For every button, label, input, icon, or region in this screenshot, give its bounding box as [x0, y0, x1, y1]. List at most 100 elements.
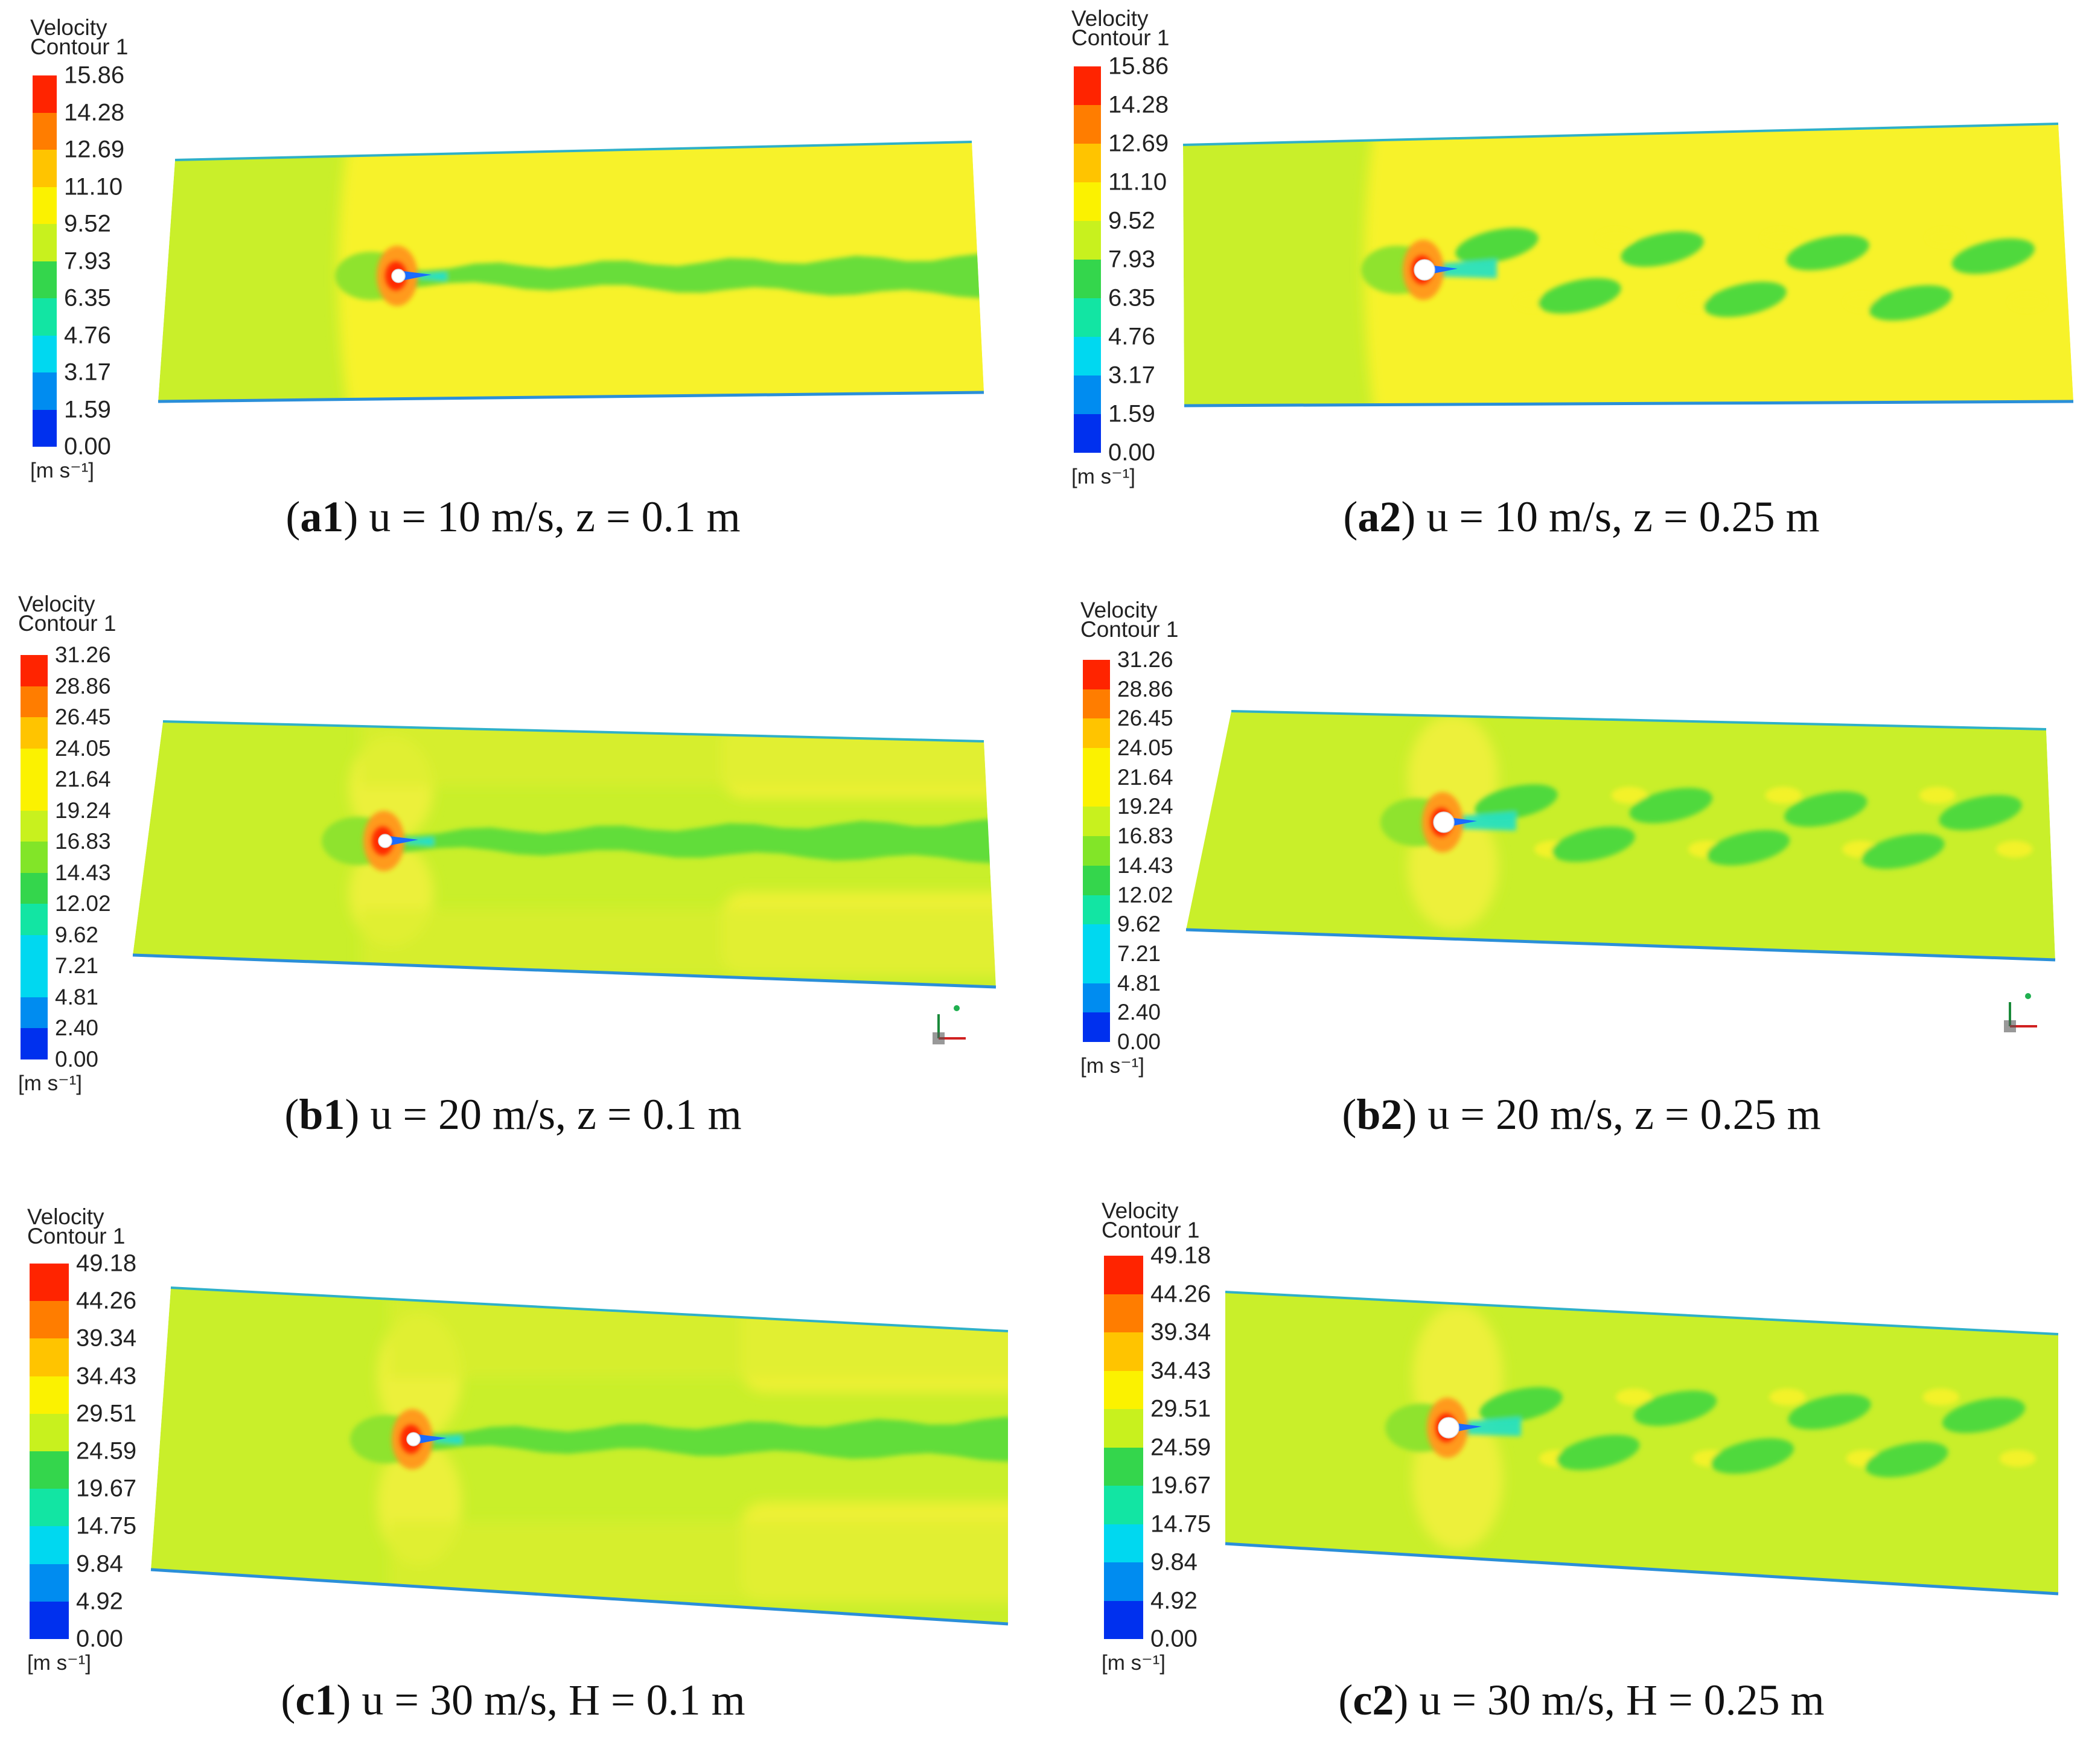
legend-band	[33, 372, 57, 410]
caption-label: b1	[299, 1090, 345, 1139]
legend-band	[30, 1564, 69, 1602]
caption-paren-close: )	[1402, 1090, 1428, 1139]
legend-tick-label: 9.52	[1108, 207, 1155, 234]
legend-title-line1: Velocity	[27, 1204, 104, 1229]
legend-color-bar	[1104, 1256, 1143, 1639]
legend-band	[1083, 807, 1110, 837]
caption-paren-open: (	[281, 1676, 296, 1724]
legend-title-line1: Velocity	[30, 15, 107, 40]
legend-color-bar	[33, 75, 57, 447]
legend-tick-label: 14.43	[1117, 852, 1173, 878]
legend-band	[1083, 895, 1110, 925]
legend-band	[21, 935, 48, 967]
legend-band	[30, 1413, 69, 1452]
cylinder-a2	[1414, 259, 1435, 281]
legend-tick-label: 14.28	[1108, 91, 1169, 118]
legend-tick-label: 49.18	[76, 1250, 137, 1277]
legend-title-line2: Contour 1	[27, 1224, 126, 1248]
legend-tick-label: 3.17	[1108, 362, 1155, 389]
cylinder-c2	[1438, 1417, 1459, 1439]
legend-tick-label: 21.64	[55, 767, 111, 792]
legend-band	[33, 261, 57, 298]
legend-band	[30, 1489, 69, 1527]
legend-band	[21, 655, 48, 686]
legend-unit: [m s⁻¹]	[30, 459, 94, 482]
legend-tick-label: 44.26	[1150, 1280, 1211, 1307]
legend-title-line2: Contour 1	[30, 34, 129, 59]
legend-band	[1083, 660, 1110, 689]
legend-tick-label: 9.62	[1117, 912, 1161, 937]
legend-band	[1083, 924, 1110, 954]
caption-paren-open: (	[1338, 1676, 1353, 1724]
legend-tick-label: 4.92	[76, 1588, 123, 1615]
legend-tick-label: 7.93	[64, 248, 111, 274]
legend-tick-label: 49.18	[1150, 1242, 1211, 1269]
legend-band	[30, 1451, 69, 1489]
legend-band	[33, 112, 57, 150]
legend-band	[21, 1028, 48, 1059]
caption-b2: (b2) u = 20 m/s, z = 0.25 m	[1342, 1090, 1820, 1140]
legend-tick-label: 16.83	[55, 829, 111, 854]
legend-band	[1104, 1370, 1143, 1409]
caption-text: u = 30 m/s, H = 0.25 m	[1419, 1676, 1825, 1724]
legend-band	[1104, 1486, 1143, 1524]
caption-paren-close: )	[336, 1676, 362, 1724]
legend-band	[1074, 337, 1101, 375]
legend-band	[21, 810, 48, 842]
legend-tick-label: 29.51	[76, 1400, 137, 1427]
legend-tick-label: 1.59	[64, 396, 111, 423]
legend-band	[1074, 105, 1101, 144]
legend-band	[1104, 1562, 1143, 1601]
legend-tick-label: 0.00	[1117, 1029, 1161, 1054]
caption-paren-open: (	[285, 493, 301, 541]
legend-band	[21, 872, 48, 904]
legend-tick-label: 11.10	[64, 173, 123, 200]
legend-tick-label: 15.86	[1108, 53, 1169, 80]
caption-paren-close: )	[343, 493, 369, 541]
legend-band	[1083, 748, 1110, 778]
legend-unit: [m s⁻¹]	[1080, 1054, 1144, 1078]
legend-tick-label: 4.76	[1108, 323, 1155, 350]
contour-plot-a2	[1182, 123, 2074, 407]
caption-text: u = 10 m/s, z = 0.25 m	[1426, 493, 1820, 541]
legend-band	[1074, 221, 1101, 260]
legend-tick-label: 9.84	[76, 1550, 123, 1577]
caption-c2: (c2) u = 30 m/s, H = 0.25 m	[1338, 1675, 1824, 1725]
legend-color-bar	[1074, 66, 1101, 453]
caption-paren-close: )	[1394, 1676, 1420, 1724]
legend-title-line2: Contour 1	[18, 611, 116, 636]
legend-tick-label: 9.52	[64, 210, 111, 237]
caption-text: u = 30 m/s, H = 0.1 m	[362, 1676, 745, 1724]
legend-band	[1083, 983, 1110, 1013]
legend-title-line2: Contour 1	[1102, 1218, 1200, 1242]
legend-band	[21, 904, 48, 935]
legend-tick-label: 16.83	[1117, 823, 1173, 849]
legend-tick-label: 0.00	[64, 433, 111, 460]
axis-triad-icon	[933, 1005, 966, 1044]
legend-tick-label: 9.84	[1150, 1548, 1198, 1576]
legend-tick-label: 24.05	[55, 735, 111, 761]
cylinder-b2	[1433, 811, 1455, 833]
legend-band	[1083, 777, 1110, 807]
legend-title: Velocity Contour 1	[27, 1204, 126, 1248]
legend-tick-label: 14.43	[55, 860, 111, 885]
legend-band	[1083, 953, 1110, 983]
legend-tick-label: 14.75	[1150, 1510, 1211, 1537]
legend-band	[21, 717, 48, 749]
legend-band	[33, 298, 57, 336]
legend-title-line2: Contour 1	[1071, 25, 1170, 50]
legend-title-line2: Contour 1	[1080, 617, 1179, 642]
legend-tick-label: 44.26	[76, 1287, 137, 1314]
legend-band	[30, 1376, 69, 1414]
legend-title-line1: Velocity	[18, 592, 95, 616]
legend-tick-label: 0.00	[1150, 1625, 1198, 1652]
cylinder-b1	[378, 834, 392, 848]
legend-band	[33, 150, 57, 187]
legend-tick-label: 0.00	[1108, 439, 1155, 466]
legend-band	[21, 779, 48, 811]
legend-tick-label: 0.00	[76, 1625, 123, 1652]
legend-tick-label: 19.67	[76, 1475, 137, 1502]
legend-title: Velocity Contour 1	[1102, 1200, 1200, 1242]
legend-unit: [m s⁻¹]	[18, 1072, 82, 1095]
legend-tick-label: 21.64	[1117, 764, 1173, 790]
